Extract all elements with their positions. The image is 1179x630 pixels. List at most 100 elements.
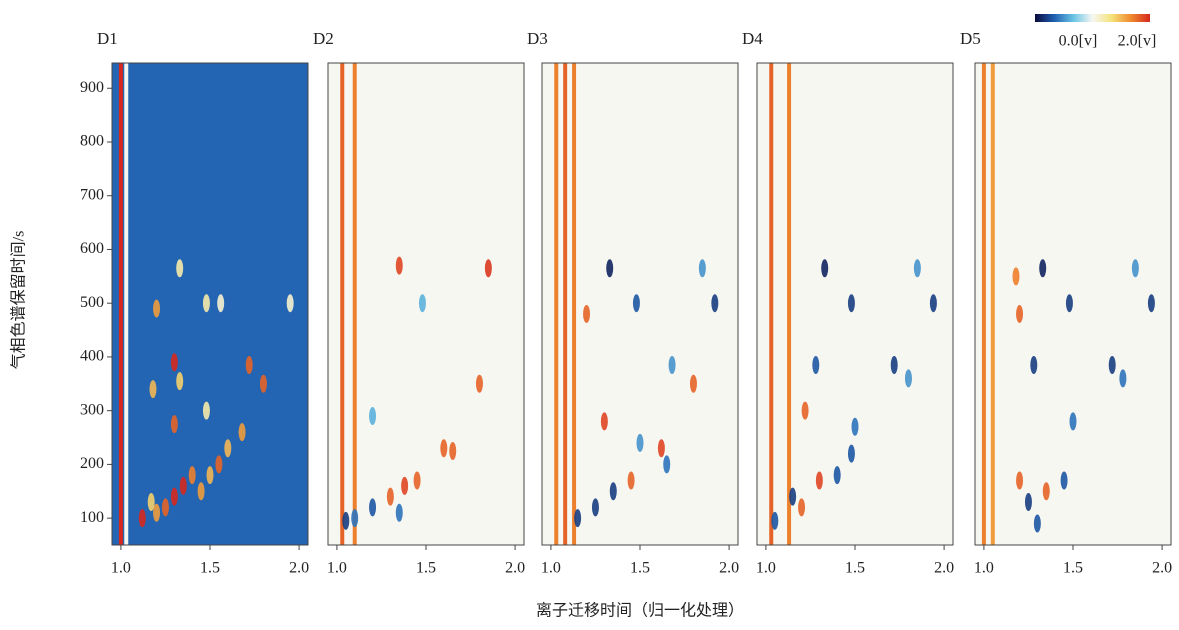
peak bbox=[1042, 482, 1050, 501]
peak bbox=[176, 259, 184, 278]
peak bbox=[224, 439, 232, 458]
peak bbox=[847, 444, 855, 463]
peak bbox=[1039, 259, 1047, 278]
peak bbox=[170, 415, 178, 434]
peak bbox=[401, 476, 409, 495]
x-tick-label: 2.0 bbox=[289, 560, 309, 577]
peak bbox=[636, 433, 644, 452]
heatmap-background bbox=[112, 63, 308, 545]
peak bbox=[413, 471, 421, 490]
peak bbox=[176, 372, 184, 391]
peak bbox=[149, 380, 157, 399]
panel-title: D1 bbox=[97, 29, 118, 48]
x-tick-label: 1.5 bbox=[416, 560, 436, 577]
peak bbox=[153, 299, 161, 318]
peak bbox=[711, 294, 719, 313]
x-axis-label: 离子迁移时间（归一化处理） bbox=[536, 602, 744, 620]
x-tick-label: 1.0 bbox=[111, 560, 131, 577]
peak bbox=[812, 355, 820, 374]
peak bbox=[632, 294, 640, 313]
peak bbox=[1033, 514, 1041, 533]
peak bbox=[1030, 355, 1038, 374]
band bbox=[787, 63, 792, 545]
peak bbox=[206, 466, 214, 485]
peak bbox=[606, 259, 614, 278]
peak bbox=[1069, 412, 1077, 431]
peak bbox=[215, 455, 223, 474]
peak bbox=[286, 294, 294, 313]
x-tick-label: 1.5 bbox=[1063, 560, 1083, 577]
peak bbox=[395, 503, 403, 522]
x-tick-label: 1.0 bbox=[756, 560, 776, 577]
peak bbox=[929, 294, 937, 313]
peak bbox=[484, 259, 492, 278]
x-tick-label: 1.0 bbox=[974, 560, 994, 577]
peak bbox=[600, 412, 608, 431]
peak bbox=[1024, 493, 1032, 512]
peak bbox=[890, 355, 898, 374]
y-tick-label: 700 bbox=[80, 186, 104, 203]
peak bbox=[386, 487, 394, 506]
peak bbox=[771, 511, 779, 530]
peak bbox=[369, 498, 377, 517]
peak bbox=[351, 509, 359, 528]
heatmap-background bbox=[542, 63, 738, 545]
x-tick-label: 1.0 bbox=[541, 560, 561, 577]
y-axis-label: 气相色谱保留时间/s bbox=[10, 231, 28, 370]
band bbox=[563, 63, 568, 545]
peak bbox=[342, 511, 350, 530]
x-tick-label: 1.0 bbox=[327, 560, 347, 577]
panel-title: D2 bbox=[313, 29, 334, 48]
heatmap-background bbox=[328, 63, 524, 545]
peak bbox=[913, 259, 921, 278]
peak bbox=[245, 355, 253, 374]
peak bbox=[197, 482, 205, 501]
peak bbox=[591, 498, 599, 517]
peak bbox=[801, 401, 809, 420]
peak bbox=[440, 439, 448, 458]
peak bbox=[418, 294, 426, 313]
peak bbox=[609, 482, 617, 501]
x-tick-label: 2.0 bbox=[505, 560, 525, 577]
peak bbox=[798, 498, 806, 517]
peak bbox=[1016, 304, 1024, 323]
peak bbox=[449, 441, 457, 460]
peak bbox=[789, 487, 797, 506]
peak bbox=[259, 374, 267, 393]
peak bbox=[698, 259, 706, 278]
peak bbox=[1131, 259, 1139, 278]
peak bbox=[161, 498, 169, 517]
x-tick-label: 2.0 bbox=[1152, 560, 1172, 577]
peak bbox=[815, 471, 823, 490]
y-tick-label: 100 bbox=[80, 509, 104, 526]
peak bbox=[847, 294, 855, 313]
peak bbox=[851, 417, 859, 436]
band bbox=[352, 63, 357, 545]
band bbox=[990, 63, 995, 545]
peak bbox=[147, 493, 155, 512]
peak bbox=[821, 259, 829, 278]
y-tick-label: 200 bbox=[80, 455, 104, 472]
colorbar-label: 0.0[v] bbox=[1059, 33, 1098, 50]
y-tick-label: 800 bbox=[80, 133, 104, 150]
peak bbox=[904, 369, 912, 388]
band bbox=[554, 63, 559, 545]
y-tick-label: 500 bbox=[80, 294, 104, 311]
colorbar-label: 2.0[v] bbox=[1118, 33, 1157, 50]
x-tick-label: 2.0 bbox=[934, 560, 954, 577]
y-tick-label: 900 bbox=[80, 79, 104, 96]
peak bbox=[153, 503, 161, 522]
peak bbox=[833, 466, 841, 485]
peak bbox=[1060, 471, 1068, 490]
peak bbox=[627, 471, 635, 490]
peak bbox=[1016, 471, 1024, 490]
peak bbox=[657, 439, 665, 458]
heatmap-background bbox=[757, 63, 953, 545]
peak bbox=[1119, 369, 1127, 388]
peak bbox=[663, 455, 671, 474]
peak bbox=[170, 353, 178, 372]
peak bbox=[583, 304, 591, 323]
peak bbox=[170, 487, 178, 506]
x-tick-label: 1.5 bbox=[630, 560, 650, 577]
